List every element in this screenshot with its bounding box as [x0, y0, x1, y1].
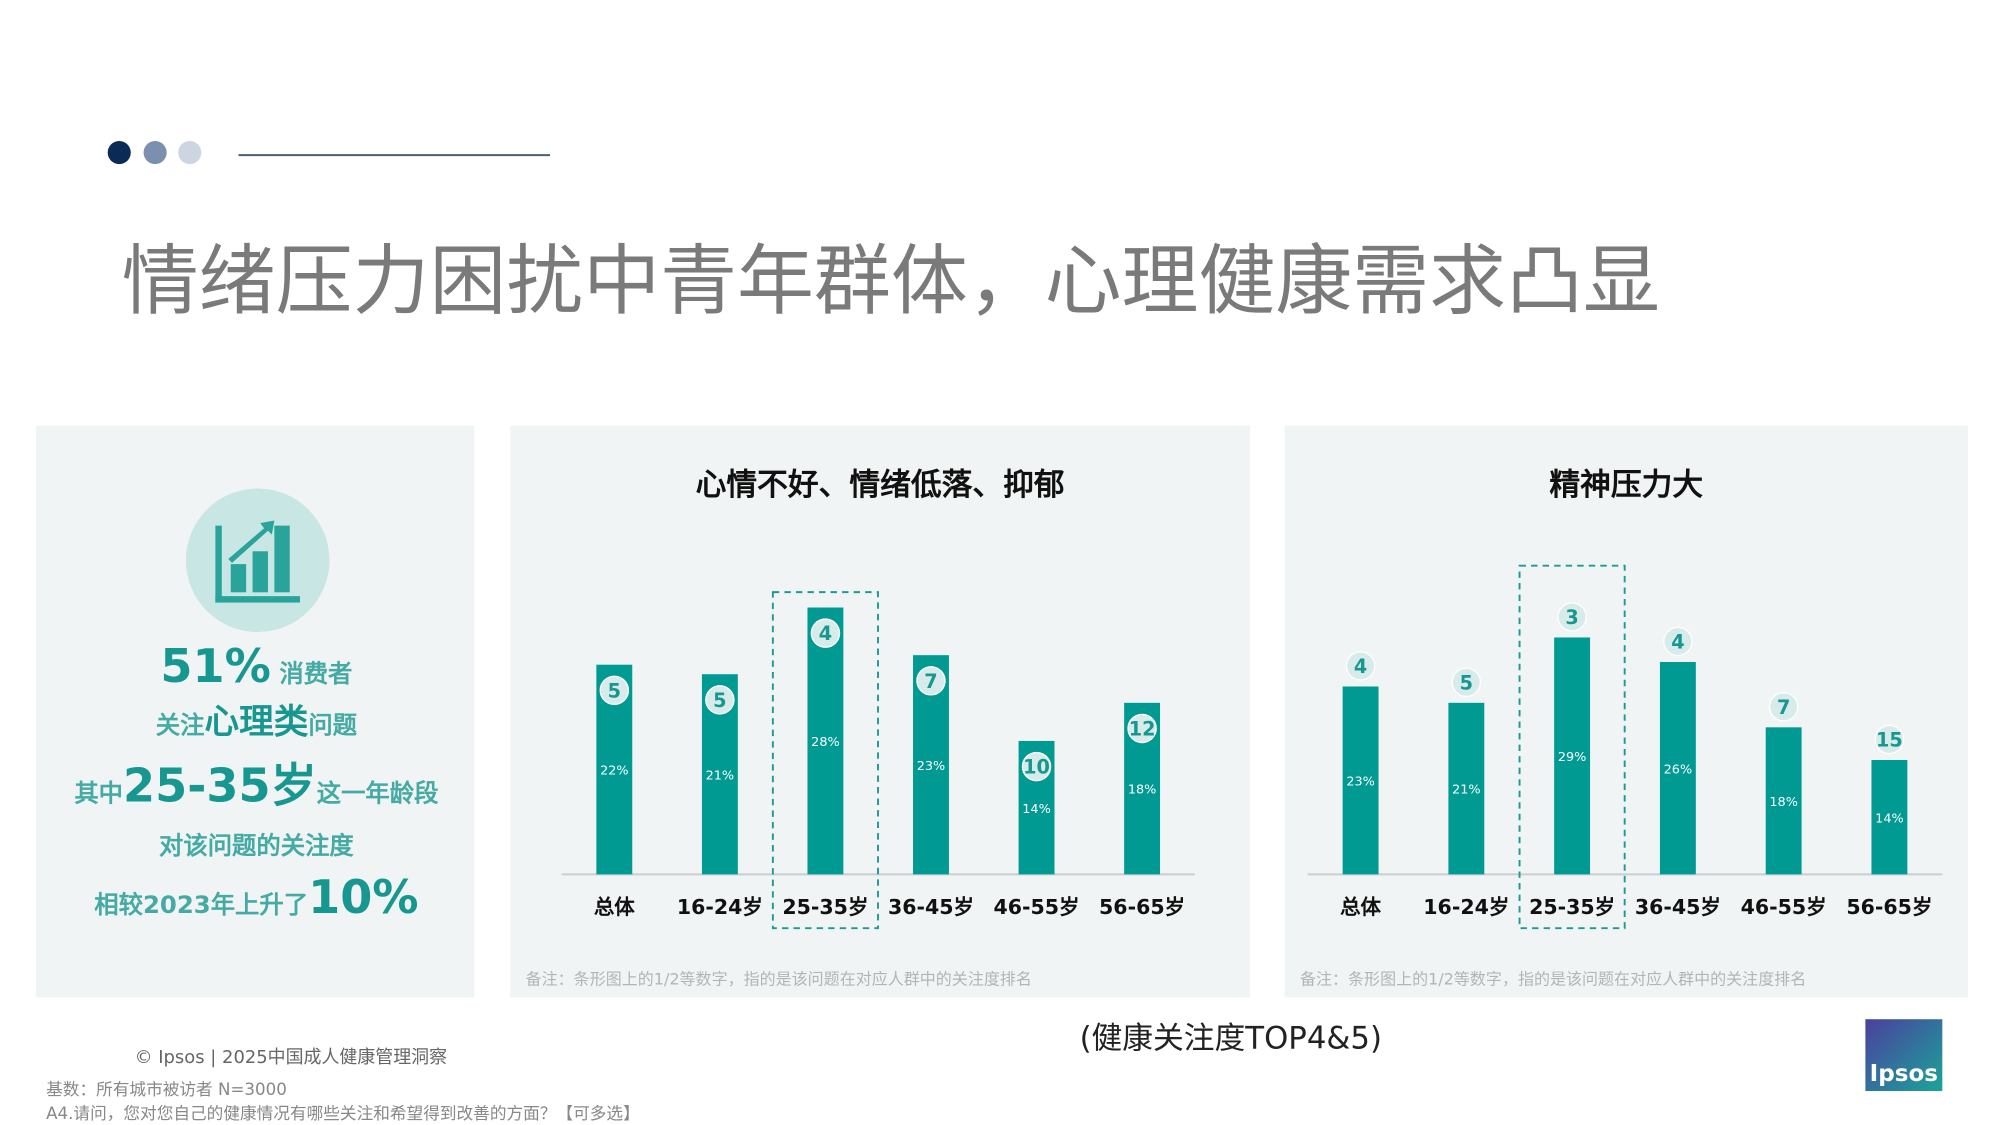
- x-tick-label: 总体: [594, 895, 635, 919]
- rank-badge: [1127, 713, 1157, 744]
- rank-badge: [1345, 651, 1376, 681]
- x-tick-label: 16-24岁: [677, 895, 763, 919]
- callout-line: 对该问题的关注度: [159, 831, 354, 860]
- icon: [215, 520, 300, 603]
- rank-badge: [1768, 692, 1799, 722]
- x-tick-label: 16-24岁: [1423, 895, 1509, 919]
- value-label: 23%: [917, 759, 945, 774]
- bar: [1448, 702, 1485, 875]
- copyright: © Ipsos | 2025中国成人健康管理洞察: [135, 1047, 448, 1068]
- value-label: 29%: [1558, 750, 1586, 765]
- callout-line: 相较2023年上升了10%: [94, 870, 418, 924]
- highlight-box: [1518, 564, 1626, 930]
- bar: [1871, 760, 1908, 875]
- caption: (健康关注度TOP4&5): [1080, 1021, 1382, 1057]
- chart-panel: [1284, 425, 1968, 998]
- callout-line: 51% 消费者: [160, 639, 352, 693]
- value-label: 18%: [1769, 795, 1797, 810]
- logo: Ipsos: [1870, 1061, 1938, 1087]
- rank-label: 5: [1460, 671, 1473, 694]
- highlight-box: [771, 591, 879, 930]
- x-tick-label: 总体: [1340, 895, 1381, 919]
- chart-title: 精神压力大: [1549, 467, 1703, 503]
- chart-title: 心情不好、情绪低落、抑郁: [696, 467, 1065, 503]
- value-label: 28%: [811, 735, 839, 750]
- rank-badge: [1451, 667, 1482, 698]
- value-label: 18%: [1128, 783, 1156, 798]
- bar: [1554, 637, 1591, 875]
- rank-label: 4: [1671, 631, 1684, 654]
- rank-badge: [1663, 626, 1693, 657]
- x-tick-label: 25-35岁: [782, 895, 868, 919]
- base-note: 基数：所有城市被访者 N=3000: [46, 1080, 287, 1099]
- rank-badge: [1874, 724, 1905, 755]
- dot: [107, 141, 131, 165]
- rank-label: 5: [713, 689, 726, 712]
- x-tick-label: 46-55岁: [1741, 895, 1827, 919]
- bar: [807, 607, 844, 875]
- slide-title: 情绪压力困扰中青年群体，心理健康需求凸显: [122, 238, 1660, 327]
- bar: [1765, 727, 1802, 875]
- callout-line: 其中25-35岁这一年龄段: [74, 758, 439, 812]
- bar: [1342, 686, 1379, 875]
- logo-box: [1865, 1019, 1943, 1092]
- rank-badge: [599, 675, 630, 706]
- rank-label: 15: [1876, 729, 1903, 752]
- question-note: A4.请问，您对您自己的健康情况有哪些关注和希望得到改善的方面？【可多选】: [46, 1104, 640, 1123]
- rank-label: 12: [1129, 718, 1156, 741]
- value-label: 14%: [1022, 802, 1050, 817]
- rank-badge: [810, 618, 841, 648]
- dot: [178, 141, 202, 165]
- chart-note: 备注：条形图上的1/2等数字，指的是该问题在对应人群中的关注度排名: [526, 970, 1032, 989]
- rank-badge: [916, 666, 946, 696]
- x-tick-label: 56-65岁: [1846, 895, 1932, 919]
- x-tick-label: 36-45岁: [888, 895, 974, 919]
- chart-note: 备注：条形图上的1/2等数字，指的是该问题在对应人群中的关注度排名: [1300, 970, 1806, 989]
- rank-label: 7: [1777, 696, 1790, 719]
- dot: [143, 141, 167, 165]
- value-label: 23%: [1346, 775, 1374, 790]
- x-tick-label: 56-65岁: [1099, 895, 1185, 919]
- x-tick-label: 25-35岁: [1529, 895, 1615, 919]
- value-label: 22%: [600, 764, 628, 779]
- rank-label: 10: [1023, 756, 1050, 779]
- rank-badge: [705, 685, 735, 715]
- rank-badge: [1557, 602, 1587, 632]
- value-label: 21%: [1452, 783, 1480, 798]
- x-tick-label: 46-55岁: [993, 895, 1079, 919]
- rank-label: 7: [924, 670, 937, 693]
- rank-label: 5: [608, 679, 621, 702]
- value-label: 21%: [706, 768, 734, 783]
- rank-label: 4: [819, 622, 832, 645]
- x-tick-label: 36-45岁: [1635, 895, 1721, 919]
- value-label: 14%: [1875, 811, 1903, 826]
- value-label: 26%: [1664, 762, 1692, 777]
- rank-badge: [1021, 751, 1052, 782]
- bar: [1659, 661, 1696, 875]
- rank-label: 3: [1565, 606, 1578, 629]
- rank-label: 4: [1354, 655, 1367, 678]
- callout-line: 关注心理类问题: [156, 702, 358, 742]
